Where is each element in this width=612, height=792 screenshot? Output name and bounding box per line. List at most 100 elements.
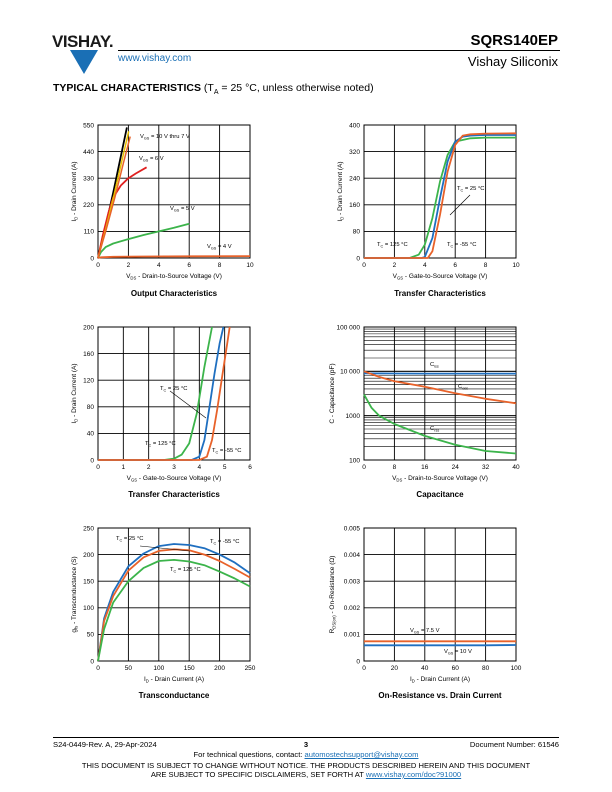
footer-divider: [53, 737, 559, 738]
x-tick-label: 10: [246, 262, 254, 269]
x-tick-label: 0: [96, 464, 100, 471]
y-tick-label: 0: [356, 658, 360, 665]
x-tick-label: 250: [245, 665, 256, 672]
annotation-arrow: [169, 390, 207, 419]
caption-onres: On-Resistance vs. Drain Current: [378, 691, 502, 700]
plot-frame: [363, 326, 517, 461]
series-line-2: [363, 394, 517, 455]
caption-output: Output Characteristics: [130, 289, 218, 298]
x-tick-label: 50: [125, 665, 133, 672]
annotation-label: VGS = 4 V: [207, 244, 232, 251]
annotation-label: TC = 25 °C: [160, 386, 187, 393]
y-tick-label: 550: [83, 122, 94, 129]
y-tick-label: 100: [349, 457, 360, 464]
y-axis-label: gfs - Transconductance (S): [71, 556, 79, 632]
y-tick-label: 160: [83, 351, 94, 358]
x-tick-label: 8: [218, 262, 222, 269]
annotation-label: Coss: [458, 384, 468, 391]
x-tick-label: 80: [482, 665, 490, 672]
y-tick-label: 0: [90, 658, 94, 665]
annotation-label: TC = 25 °C: [457, 186, 484, 193]
chart-capacitance: 0 8 16 24 32 40 100 1000 10 000 100 000 VDS - Drai…: [329, 324, 520, 482]
plot-frame: [363, 527, 517, 662]
disclaimer-link[interactable]: www.vishay.com/doc?91000: [365, 770, 462, 779]
y-tick-label: 80: [353, 229, 361, 236]
y-tick-label: 1000: [346, 413, 361, 420]
x-tick-label: 5: [223, 464, 227, 471]
y-tick-label: 220: [83, 202, 94, 209]
caption-transfer1: Transfer Characteristics: [394, 289, 486, 298]
x-tick-label: 40: [421, 665, 429, 672]
x-axis-label: VDS - Drain-to-Source Voltage (V): [392, 475, 488, 483]
annotation-arrow: [449, 194, 471, 216]
annotation-label: VGS = 10 V: [444, 649, 472, 656]
x-tick-label: 0: [96, 665, 100, 672]
annotation-label: TC = -55 °C: [212, 448, 241, 455]
x-tick-label: 2: [393, 262, 397, 269]
annotation-label: VGS = 6 V: [139, 156, 164, 163]
x-tick-label: 2: [127, 262, 131, 269]
x-tick-label: 20: [391, 665, 399, 672]
y-tick-label: 0: [90, 255, 94, 262]
x-axis-label: ID - Drain Current (A): [144, 676, 204, 684]
y-tick-label: 0.005: [344, 525, 361, 532]
x-tick-label: 200: [214, 665, 225, 672]
annotation-label: TC = 25 °C: [116, 536, 143, 543]
series-line-bundle: [97, 131, 130, 259]
y-tick-label: 0.003: [344, 579, 361, 586]
series-line-2: [97, 222, 190, 259]
y-tick-label: 40: [87, 431, 95, 438]
y-axis-label: ID - Drain Current (A): [337, 161, 345, 221]
y-tick-label: 440: [83, 149, 94, 156]
annotation-label: TC = -55 °C: [210, 539, 239, 546]
x-tick-label: 0: [362, 464, 366, 471]
notice-line-1: THIS DOCUMENT IS SUBJECT TO CHANGE WITHO…: [81, 761, 531, 770]
y-tick-label: 0.004: [344, 552, 361, 559]
revision: S24-0449-Rev. A, 29-Apr-2024: [53, 740, 157, 749]
x-tick-label: 24: [452, 464, 460, 471]
x-axis-label: VDS - Drain-to-Source Voltage (V): [126, 273, 222, 281]
y-tick-label: 100: [83, 605, 94, 612]
header-url[interactable]: www.vishay.com: [118, 53, 192, 64]
x-tick-label: 6: [248, 464, 252, 471]
y-tick-label: 50: [87, 632, 95, 639]
x-tick-label: 4: [198, 464, 202, 471]
x-tick-label: 10: [512, 262, 520, 269]
y-tick-label: 320: [349, 149, 360, 156]
support-email-link[interactable]: automostechsupport@vishay.com: [304, 750, 419, 759]
series-line-1: [97, 166, 148, 259]
x-tick-label: 4: [157, 262, 161, 269]
y-tick-label: 200: [83, 552, 94, 559]
annotation-label: Crss: [430, 426, 439, 433]
x-tick-label: 0: [96, 262, 100, 269]
x-tick-label: 3: [172, 464, 176, 471]
document-number: Document Number: 61546: [469, 740, 559, 749]
y-tick-label: 0.001: [344, 632, 361, 639]
plot-frame: [97, 527, 251, 662]
y-tick-label: 0: [90, 457, 94, 464]
y-tick-label: 10 000: [340, 369, 360, 376]
caption-capacitance: Capacitance: [416, 490, 464, 499]
support-line: For technical questions, contact: automo…: [193, 750, 419, 759]
y-tick-label: 110: [84, 229, 95, 236]
caption-transfer2: Transfer Characteristics: [128, 490, 220, 499]
x-tick-label: 2: [147, 464, 151, 471]
section-title: TYPICAL CHARACTERISTICS: [53, 82, 201, 94]
y-axis-label: ID - Drain Current (A): [71, 363, 79, 423]
series-line-2: [98, 326, 231, 461]
series-line-3: [97, 255, 251, 259]
x-tick-label: 32: [482, 464, 490, 471]
annotation-label: TC = 125 °C: [145, 441, 176, 448]
x-axis-label: ID - Drain Current (A): [410, 676, 470, 684]
y-tick-label: 0: [356, 255, 360, 262]
annotation-label: Ciss: [430, 362, 439, 369]
y-tick-label: 200: [83, 324, 94, 331]
series-line-2: [97, 559, 251, 662]
part-number: SQRS140EP: [470, 32, 558, 49]
header: VISHAY. www.vishay.com SQRS140EP Vishay …: [52, 28, 560, 78]
x-axis-label: VGS - Gate-to-Source Voltage (V): [127, 475, 222, 483]
plot-frame: [363, 124, 517, 259]
annotation-label: VGS = 5 V: [170, 206, 195, 213]
y-tick-label: 160: [349, 202, 360, 209]
chart-output: 0 2 4 6 8 10 0 110 220 330 440 550 VDS - Drain-to-So…: [71, 122, 254, 280]
